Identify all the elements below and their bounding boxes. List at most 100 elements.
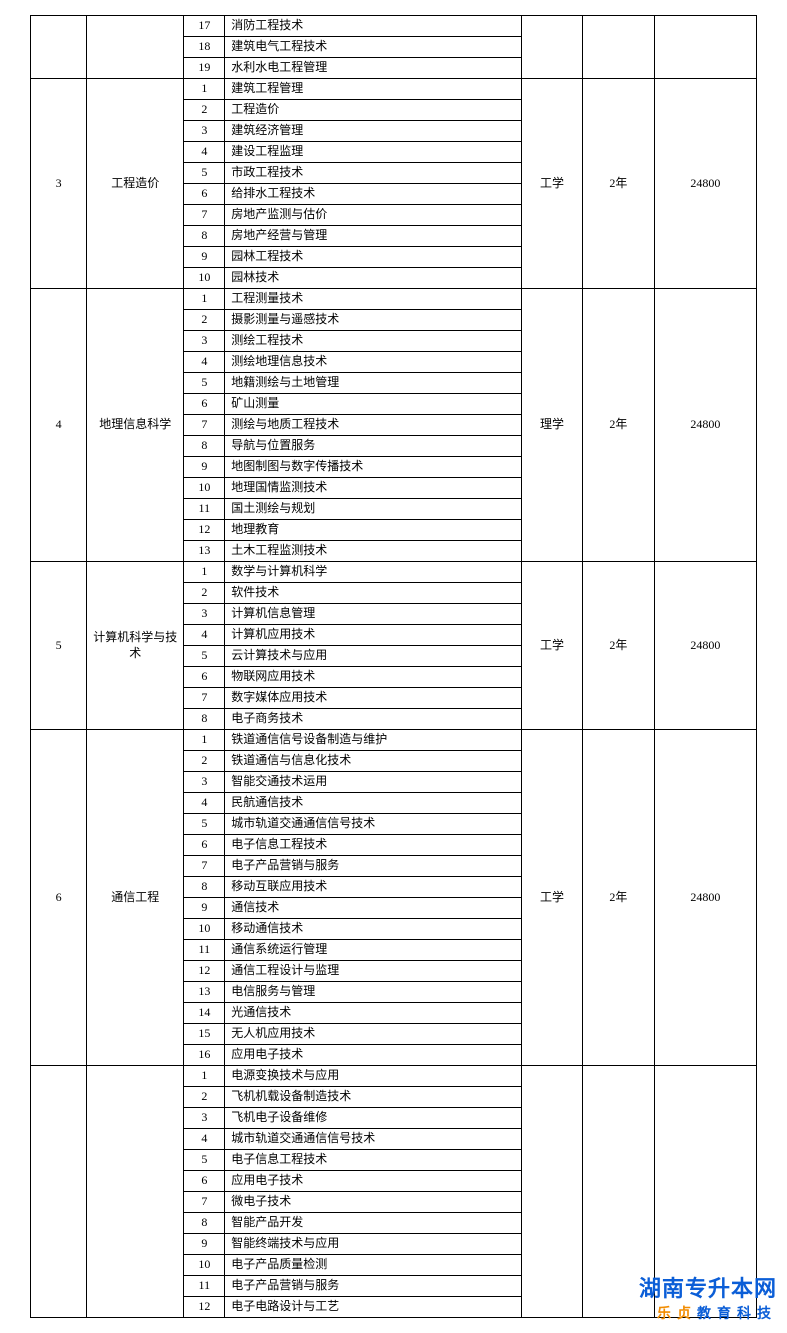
row-num: 3 [184, 331, 225, 352]
course-name: 民航通信技术 [225, 793, 522, 814]
row-num: 5 [184, 1150, 225, 1171]
row-num: 6 [184, 394, 225, 415]
row-num: 10 [184, 1255, 225, 1276]
row-num: 16 [184, 1045, 225, 1066]
course-name: 软件技术 [225, 583, 522, 604]
row-num: 2 [184, 310, 225, 331]
duration: 2年 [583, 289, 655, 562]
course-name: 地理教育 [225, 520, 522, 541]
row-num: 7 [184, 688, 225, 709]
course-name: 建筑工程管理 [225, 79, 522, 100]
table-row: 6通信工程1铁道通信信号设备制造与维护工学2年24800 [31, 730, 757, 751]
row-num: 8 [184, 226, 225, 247]
duration: 2年 [583, 730, 655, 1066]
course-name: 城市轨道交通通信信号技术 [225, 814, 522, 835]
row-num: 6 [184, 667, 225, 688]
course-name: 移动通信技术 [225, 919, 522, 940]
course-name: 微电子技术 [225, 1192, 522, 1213]
course-name: 园林工程技术 [225, 247, 522, 268]
row-num: 12 [184, 961, 225, 982]
row-num: 12 [184, 1297, 225, 1318]
row-num: 14 [184, 1003, 225, 1024]
course-name: 铁道通信与信息化技术 [225, 751, 522, 772]
row-num: 1 [184, 730, 225, 751]
row-num: 3 [184, 1108, 225, 1129]
row-num: 7 [184, 856, 225, 877]
table-row: 4地理信息科学1工程测量技术理学2年24800 [31, 289, 757, 310]
course-name: 地籍测绘与土地管理 [225, 373, 522, 394]
prev-duration [583, 16, 655, 79]
row-num: 4 [184, 142, 225, 163]
row-num: 8 [184, 709, 225, 730]
major-index: 3 [31, 79, 87, 289]
duration: 2年 [583, 79, 655, 289]
row-num: 17 [184, 16, 225, 37]
row-num: 1 [184, 562, 225, 583]
row-num: 12 [184, 520, 225, 541]
course-name: 市政工程技术 [225, 163, 522, 184]
row-num: 1 [184, 289, 225, 310]
course-name: 电子信息工程技术 [225, 1150, 522, 1171]
row-num: 6 [184, 835, 225, 856]
major-name: 通信工程 [87, 730, 184, 1066]
prev-major [87, 16, 184, 79]
course-name: 电信服务与管理 [225, 982, 522, 1003]
course-name: 电子产品营销与服务 [225, 856, 522, 877]
course-name: 建筑经济管理 [225, 121, 522, 142]
course-name: 地理国情监测技术 [225, 478, 522, 499]
course-name: 工程测量技术 [225, 289, 522, 310]
row-num: 18 [184, 37, 225, 58]
prev-category [521, 16, 582, 79]
row-num: 9 [184, 247, 225, 268]
fee: 24800 [654, 289, 756, 562]
row-num: 10 [184, 478, 225, 499]
course-name: 智能终端技术与应用 [225, 1234, 522, 1255]
major-index: 4 [31, 289, 87, 562]
course-name: 数字媒体应用技术 [225, 688, 522, 709]
course-name: 飞机电子设备维修 [225, 1108, 522, 1129]
table-row: 1电源变换技术与应用 [31, 1066, 757, 1087]
row-num: 11 [184, 1276, 225, 1297]
course-name: 电源变换技术与应用 [225, 1066, 522, 1087]
majors-table: 17消防工程技术18建筑电气工程技术19水利水电工程管理3工程造价1建筑工程管理… [30, 15, 757, 1318]
course-name: 测绘与地质工程技术 [225, 415, 522, 436]
course-name: 通信系统运行管理 [225, 940, 522, 961]
fee: 24800 [654, 730, 756, 1066]
course-name: 测绘工程技术 [225, 331, 522, 352]
row-num: 3 [184, 772, 225, 793]
row-num: 7 [184, 415, 225, 436]
course-name: 计算机信息管理 [225, 604, 522, 625]
course-name: 飞机机载设备制造技术 [225, 1087, 522, 1108]
course-name: 云计算技术与应用 [225, 646, 522, 667]
prev-idx [31, 16, 87, 79]
row-num: 7 [184, 205, 225, 226]
course-name: 房地产监测与估价 [225, 205, 522, 226]
row-num: 13 [184, 982, 225, 1003]
course-name: 电子产品质量检测 [225, 1255, 522, 1276]
course-name: 矿山测量 [225, 394, 522, 415]
row-num: 5 [184, 373, 225, 394]
row-num: 15 [184, 1024, 225, 1045]
course-name: 应用电子技术 [225, 1171, 522, 1192]
row-num: 5 [184, 646, 225, 667]
row-num: 8 [184, 1213, 225, 1234]
row-num: 10 [184, 268, 225, 289]
row-num: 1 [184, 79, 225, 100]
row-num: 8 [184, 436, 225, 457]
category: 工学 [521, 562, 582, 730]
table-row: 17消防工程技术 [31, 16, 757, 37]
prev-fee [654, 16, 756, 79]
course-name: 通信技术 [225, 898, 522, 919]
next-duration [583, 1066, 655, 1318]
course-name: 建筑电气工程技术 [225, 37, 522, 58]
course-name: 工程造价 [225, 100, 522, 121]
category: 工学 [521, 79, 582, 289]
course-name: 给排水工程技术 [225, 184, 522, 205]
category: 理学 [521, 289, 582, 562]
row-num: 9 [184, 457, 225, 478]
course-name: 无人机应用技术 [225, 1024, 522, 1045]
course-name: 地图制图与数字传播技术 [225, 457, 522, 478]
row-num: 2 [184, 751, 225, 772]
major-index: 5 [31, 562, 87, 730]
course-name: 水利水电工程管理 [225, 58, 522, 79]
